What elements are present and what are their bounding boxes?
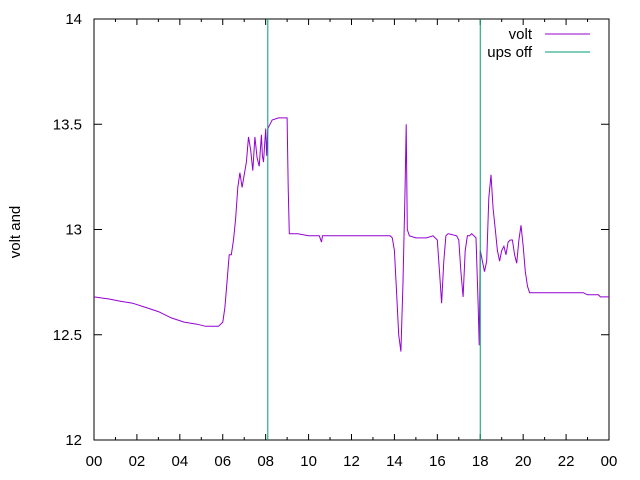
y-tick-label: 12	[65, 432, 82, 449]
legend-label: volt	[509, 26, 533, 43]
chart-series	[93, 19, 609, 440]
x-tick-label: 20	[515, 453, 532, 470]
y-tick-label: 13.5	[53, 116, 82, 133]
y-tick-label: 14	[65, 11, 82, 28]
x-tick-label: 02	[129, 453, 146, 470]
x-tick-label: 16	[429, 453, 446, 470]
x-tick-label: 22	[558, 453, 575, 470]
x-tick-label: 00	[601, 453, 618, 470]
x-tick-label: 04	[171, 453, 188, 470]
legend-label: ups off	[487, 44, 533, 61]
x-tick-label: 00	[86, 453, 103, 470]
plot-frame	[93, 18, 610, 441]
y-axis-label: volt and	[7, 206, 24, 259]
x-tick-label: 08	[257, 453, 274, 470]
x-tick-label: 10	[300, 453, 317, 470]
y-tick-label: 13	[65, 222, 82, 239]
series-line-volt	[93, 117, 609, 352]
x-tick-label: 14	[386, 453, 403, 470]
x-tick-label: 18	[472, 453, 489, 470]
y-tick-label: 12.5	[53, 327, 82, 344]
x-tick-label: 06	[214, 453, 231, 470]
x-tick-label: 12	[343, 453, 360, 470]
